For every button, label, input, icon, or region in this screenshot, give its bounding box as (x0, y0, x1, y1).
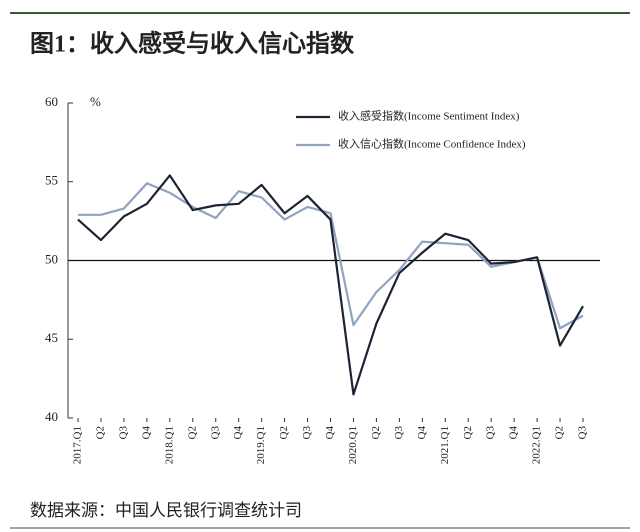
y-unit: % (90, 94, 101, 109)
x-tick-label: Q3 (485, 426, 497, 440)
x-tick-label: Q2 (462, 426, 474, 439)
x-tick-label: Q2 (554, 426, 566, 439)
y-tick-label: 50 (45, 251, 58, 266)
x-tick-label: Q3 (209, 426, 221, 440)
x-tick-label: 2022.Q1 (531, 426, 543, 464)
y-tick-label: 60 (45, 94, 58, 109)
x-tick-label: Q4 (508, 426, 520, 440)
x-tick-label: 2021.Q1 (439, 426, 451, 464)
legend-label: 收入感受指数(Income Sentiment Index) (338, 109, 520, 123)
x-tick-label: Q2 (186, 426, 198, 439)
x-tick-label: Q2 (94, 426, 106, 439)
x-tick-label: Q3 (301, 426, 313, 440)
x-tick-label: Q4 (140, 426, 152, 440)
x-tick-label: Q3 (117, 426, 129, 440)
x-tick-label: Q4 (324, 426, 336, 440)
x-tick-label: Q2 (278, 426, 290, 439)
y-tick-label: 40 (45, 409, 58, 424)
x-tick-label: Q3 (393, 426, 405, 440)
x-tick-label: Q2 (370, 426, 382, 439)
x-tick-label: 2017.Q1 (72, 426, 84, 464)
chart-title: 图1：收入感受与收入信心指数 (30, 30, 355, 58)
legend-label: 收入信心指数(Income Confidence Index) (338, 137, 526, 151)
series-line (78, 182, 584, 330)
x-tick-label: Q4 (416, 426, 428, 440)
x-tick-label: Q3 (577, 426, 589, 440)
x-tick-label: Q4 (232, 426, 244, 440)
x-tick-label: 2020.Q1 (347, 426, 359, 464)
series-line (77, 174, 584, 396)
x-tick-label: 2018.Q1 (163, 426, 175, 464)
y-tick-label: 45 (45, 330, 58, 345)
x-tick-label: 2019.Q1 (255, 426, 267, 464)
source-note: 数据来源：中国人民银行调查统计司 (30, 501, 302, 521)
y-tick-label: 55 (45, 173, 58, 188)
